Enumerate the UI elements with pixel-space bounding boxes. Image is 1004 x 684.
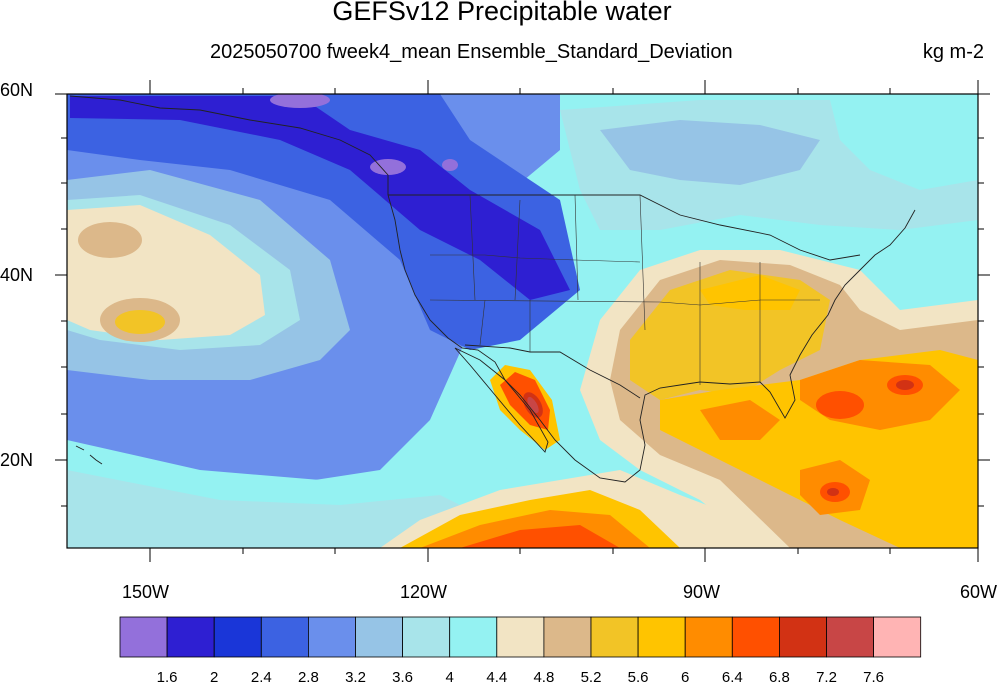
colorbar-swatch [496,616,545,658]
lat-label-20n: 20N [0,450,34,470]
field-spot-red-atlantic [896,380,914,390]
colorbar-swatch [779,616,827,658]
field-spot-baja-core [527,396,539,414]
field-spot-yellow-1 [115,310,165,334]
colorbar-swatch [307,616,356,658]
coastline-alaska-canada [69,95,389,195]
lon-label-120w: 120W [400,582,448,602]
field-spot-tan-1 [78,222,142,258]
chart-subtitle: 2025050700 fweek4_mean Ensemble_Standard… [210,41,733,63]
units-label: kg m-2 [922,41,984,63]
colorbar-label: 5.6 [628,669,649,684]
colorbar-label: 2 [210,669,218,684]
state-border-lines [429,194,820,385]
coastline-north-america [387,194,916,483]
coastline-hawaii [75,445,103,465]
border-us-mexico [464,344,641,399]
field-spot-purple-1 [270,94,330,108]
lon-label-90w: 90W [683,582,721,602]
colorbar-label: 3.6 [392,669,413,684]
lon-label-150w: 150W [122,582,170,602]
colorbar-label: 5.2 [581,669,602,684]
colorbar-label: 7.2 [816,669,837,684]
field-region-paleblue-south [67,470,480,548]
colorbar-swatch [355,616,403,658]
field-spot-gold-ohio [700,275,800,310]
colorbar-swatch [637,616,686,658]
colorbar-swatch [213,616,262,658]
state-borders [429,194,820,385]
colorbar-label: 6.4 [722,669,743,684]
colorbar: 1.6 2 2.4 2.8 3.2 3.6 4 4.4 4.8 5.2 5.6 6 6.4 6.8 7.2 7… [119,616,922,684]
colorbar-label: 4.8 [533,669,554,684]
colorbar-swatch [402,616,451,658]
colorbar-swatch [684,616,733,658]
field-region-redorange-tropics [460,525,620,548]
shaded-field [67,94,978,548]
axis-ticks [55,80,990,562]
colorbar-swatch [873,616,922,658]
field-spot-red-caribbean [827,488,839,496]
colorbar-swatch [590,616,639,658]
chart-title: GEFSv12 Precipitable water [332,0,672,26]
coastlines [69,95,916,483]
colorbar-label: 4 [446,669,454,684]
field-spot-redorange-atlantic-1 [816,391,864,419]
colorbar-label: 6 [681,669,689,684]
colorbar-label: 1.6 [157,669,178,684]
colorbar-swatch [826,616,874,658]
colorbar-swatch [731,616,780,658]
field-region-mid-blue [67,94,580,350]
lat-label-60n: 60N [0,80,34,100]
border-us-canada [388,194,861,261]
coastline-baja [454,347,549,453]
field-region-lightblue-canada [600,120,820,185]
field-spot-orange-gulf [700,400,780,440]
colorbar-swatch [543,616,592,658]
field-region-cyan-canada [830,96,978,190]
colorbar-label: 7.6 [863,669,884,684]
field-spot-purple-2 [370,159,406,175]
colorbar-label: 2.4 [251,669,272,684]
colorbar-swatch [260,616,309,658]
colorbar-label: 3.2 [345,669,366,684]
lon-label-60w: 60W [960,582,998,602]
lat-label-40n: 40N [0,265,34,285]
colorbar-label: 2.8 [298,669,319,684]
field-spot-purple-3 [442,159,458,171]
colorbar-swatch [449,616,498,658]
colorbar-label: 4.4 [486,669,507,684]
colorbar-swatch [119,616,168,658]
colorbar-swatch [166,616,215,658]
colorbar-label: 6.8 [769,669,790,684]
